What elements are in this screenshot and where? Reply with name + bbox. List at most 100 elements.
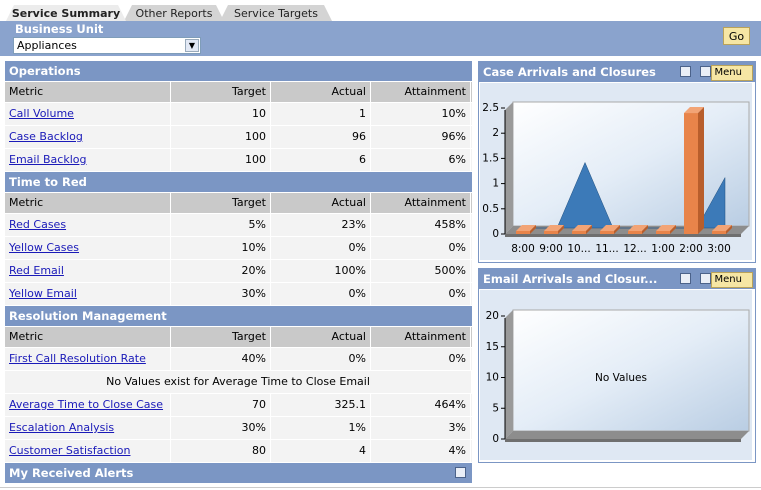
x-tick-label: 2:00 bbox=[679, 243, 703, 255]
help-icon[interactable] bbox=[700, 273, 711, 284]
table-cell: 458% bbox=[371, 214, 471, 236]
table-cell: 23% bbox=[271, 214, 371, 236]
table-cell: 40% bbox=[171, 348, 271, 370]
floor-edge bbox=[505, 439, 741, 442]
tab[interactable]: Service Targets bbox=[220, 5, 332, 21]
menu-button[interactable]: Menu bbox=[710, 65, 753, 81]
bar-top bbox=[544, 225, 564, 231]
table-cell: 96 bbox=[271, 126, 371, 148]
metric-link[interactable]: Call Volume bbox=[9, 107, 74, 120]
maximize-icon[interactable] bbox=[680, 273, 691, 284]
table-cell: 100 bbox=[171, 149, 271, 171]
table-cell: 10% bbox=[371, 103, 471, 125]
table-cell: Average Time to Close Case bbox=[5, 394, 171, 416]
y-tick-label: 0 bbox=[492, 433, 499, 445]
panel-title: Case Arrivals and Closures bbox=[483, 65, 656, 79]
table-cell: 464% bbox=[371, 394, 471, 416]
metric-link[interactable]: Email Backlog bbox=[9, 153, 87, 166]
bar-side bbox=[530, 225, 536, 234]
business-unit-select[interactable]: Appliances ▼ bbox=[13, 37, 201, 54]
maximize-icon[interactable] bbox=[680, 66, 691, 77]
section-header: Resolution Management bbox=[5, 306, 472, 327]
alerts-icon[interactable] bbox=[455, 467, 466, 478]
table-cell: 0% bbox=[371, 237, 471, 259]
table-cell: 4 bbox=[271, 440, 371, 462]
table-cell: 4% bbox=[371, 440, 471, 462]
bar-side bbox=[698, 107, 704, 234]
metric-link[interactable]: Escalation Analysis bbox=[9, 421, 115, 434]
table-cell: 80 bbox=[171, 440, 271, 462]
floor-edge bbox=[505, 234, 741, 237]
table-cell: 0% bbox=[271, 283, 371, 305]
table-row: Average Time to Close Case 70 325.1 464% bbox=[5, 394, 472, 417]
metric-link[interactable]: Red Cases bbox=[9, 218, 67, 231]
panel-title: Email Arrivals and Closur... bbox=[483, 272, 658, 286]
table-row: Red Cases 5% 23% 458% bbox=[5, 214, 472, 237]
y-tick-label: 10 bbox=[486, 372, 499, 384]
table-cell: 30% bbox=[171, 283, 271, 305]
metrics-panel: Operations Metric Target Actual Attainment Ca… bbox=[5, 61, 472, 484]
no-values-message: No Values bbox=[595, 372, 647, 384]
select-value: Appliances bbox=[17, 39, 77, 52]
metric-link[interactable]: Average Time to Close Case bbox=[9, 398, 164, 411]
back-wall bbox=[512, 309, 750, 432]
dropdown-arrow[interactable]: ▼ bbox=[185, 39, 199, 52]
column-header: Target bbox=[171, 82, 271, 102]
metric-link[interactable]: Red Email bbox=[9, 264, 64, 277]
go-button[interactable]: Go bbox=[723, 27, 750, 45]
metric-link[interactable]: Case Backlog bbox=[9, 130, 83, 143]
area-series bbox=[529, 161, 726, 229]
table-cell: Email Backlog bbox=[5, 149, 171, 171]
help-icon[interactable] bbox=[700, 66, 711, 77]
y-tick-label: 1 bbox=[492, 178, 499, 190]
y-tick-label: 0 bbox=[492, 228, 499, 240]
table-cell: Yellow Email bbox=[5, 283, 171, 305]
metric-link[interactable]: Yellow Email bbox=[9, 287, 77, 300]
column-header: Target bbox=[171, 327, 271, 347]
bar bbox=[572, 231, 586, 234]
bar-top bbox=[516, 225, 536, 231]
bar-top bbox=[628, 225, 648, 231]
table-cell: 1% bbox=[271, 417, 371, 439]
table-cell: 0% bbox=[371, 348, 471, 370]
side-wall bbox=[505, 310, 513, 439]
table-cell: Customer Satisfaction bbox=[5, 440, 171, 462]
table-cell: Yellow Cases bbox=[5, 237, 171, 259]
table-cell: Call Volume bbox=[5, 103, 171, 125]
x-tick-label: 9:00 bbox=[539, 243, 563, 255]
x-tick-label: 11... bbox=[595, 243, 618, 255]
bar bbox=[544, 231, 558, 234]
table-cell: 5% bbox=[171, 214, 271, 236]
chart-panel: Case Arrivals and Closures Menu 0 0.5 1 1.5 2 2… bbox=[478, 61, 756, 263]
table-cell: Red Cases bbox=[5, 214, 171, 236]
x-tick-label: 1:00 bbox=[651, 243, 675, 255]
table-cell: 100 bbox=[171, 126, 271, 148]
y-tick-label: 5 bbox=[492, 402, 499, 414]
tab[interactable]: Other Reports bbox=[124, 5, 224, 21]
table-cell: 0% bbox=[271, 348, 371, 370]
tab[interactable]: Service Summary bbox=[6, 5, 126, 21]
y-tick-label: 2.5 bbox=[482, 102, 499, 114]
table-cell: 325.1 bbox=[271, 394, 371, 416]
table-cell: 0% bbox=[371, 283, 471, 305]
table-row: Call Volume 10 1 10% bbox=[5, 103, 472, 126]
table-row: Escalation Analysis 30% 1% 3% bbox=[5, 417, 472, 440]
menu-button[interactable]: Menu bbox=[710, 272, 753, 288]
side-wall bbox=[505, 102, 513, 234]
y-tick-label: 15 bbox=[486, 341, 499, 353]
bar-side bbox=[670, 225, 676, 234]
table-cell: Red Email bbox=[5, 260, 171, 282]
column-header-row: Metric Target Actual Attainment bbox=[5, 327, 472, 348]
metric-link[interactable]: Customer Satisfaction bbox=[9, 444, 131, 457]
panel-header: Email Arrivals and Closur... Menu bbox=[479, 269, 755, 289]
table-row: Yellow Cases 10% 0% 0% bbox=[5, 237, 472, 260]
section-header: Time to Red bbox=[5, 172, 472, 193]
column-header: Attainment bbox=[371, 193, 471, 213]
table-row: Email Backlog 100 6 6% bbox=[5, 149, 472, 172]
metric-link[interactable]: Yellow Cases bbox=[9, 241, 80, 254]
metric-link[interactable]: First Call Resolution Rate bbox=[9, 352, 146, 365]
column-header: Actual bbox=[271, 82, 371, 102]
chart: 0 5 10 15 20 No Values bbox=[480, 290, 752, 460]
table-cell: 10% bbox=[171, 237, 271, 259]
